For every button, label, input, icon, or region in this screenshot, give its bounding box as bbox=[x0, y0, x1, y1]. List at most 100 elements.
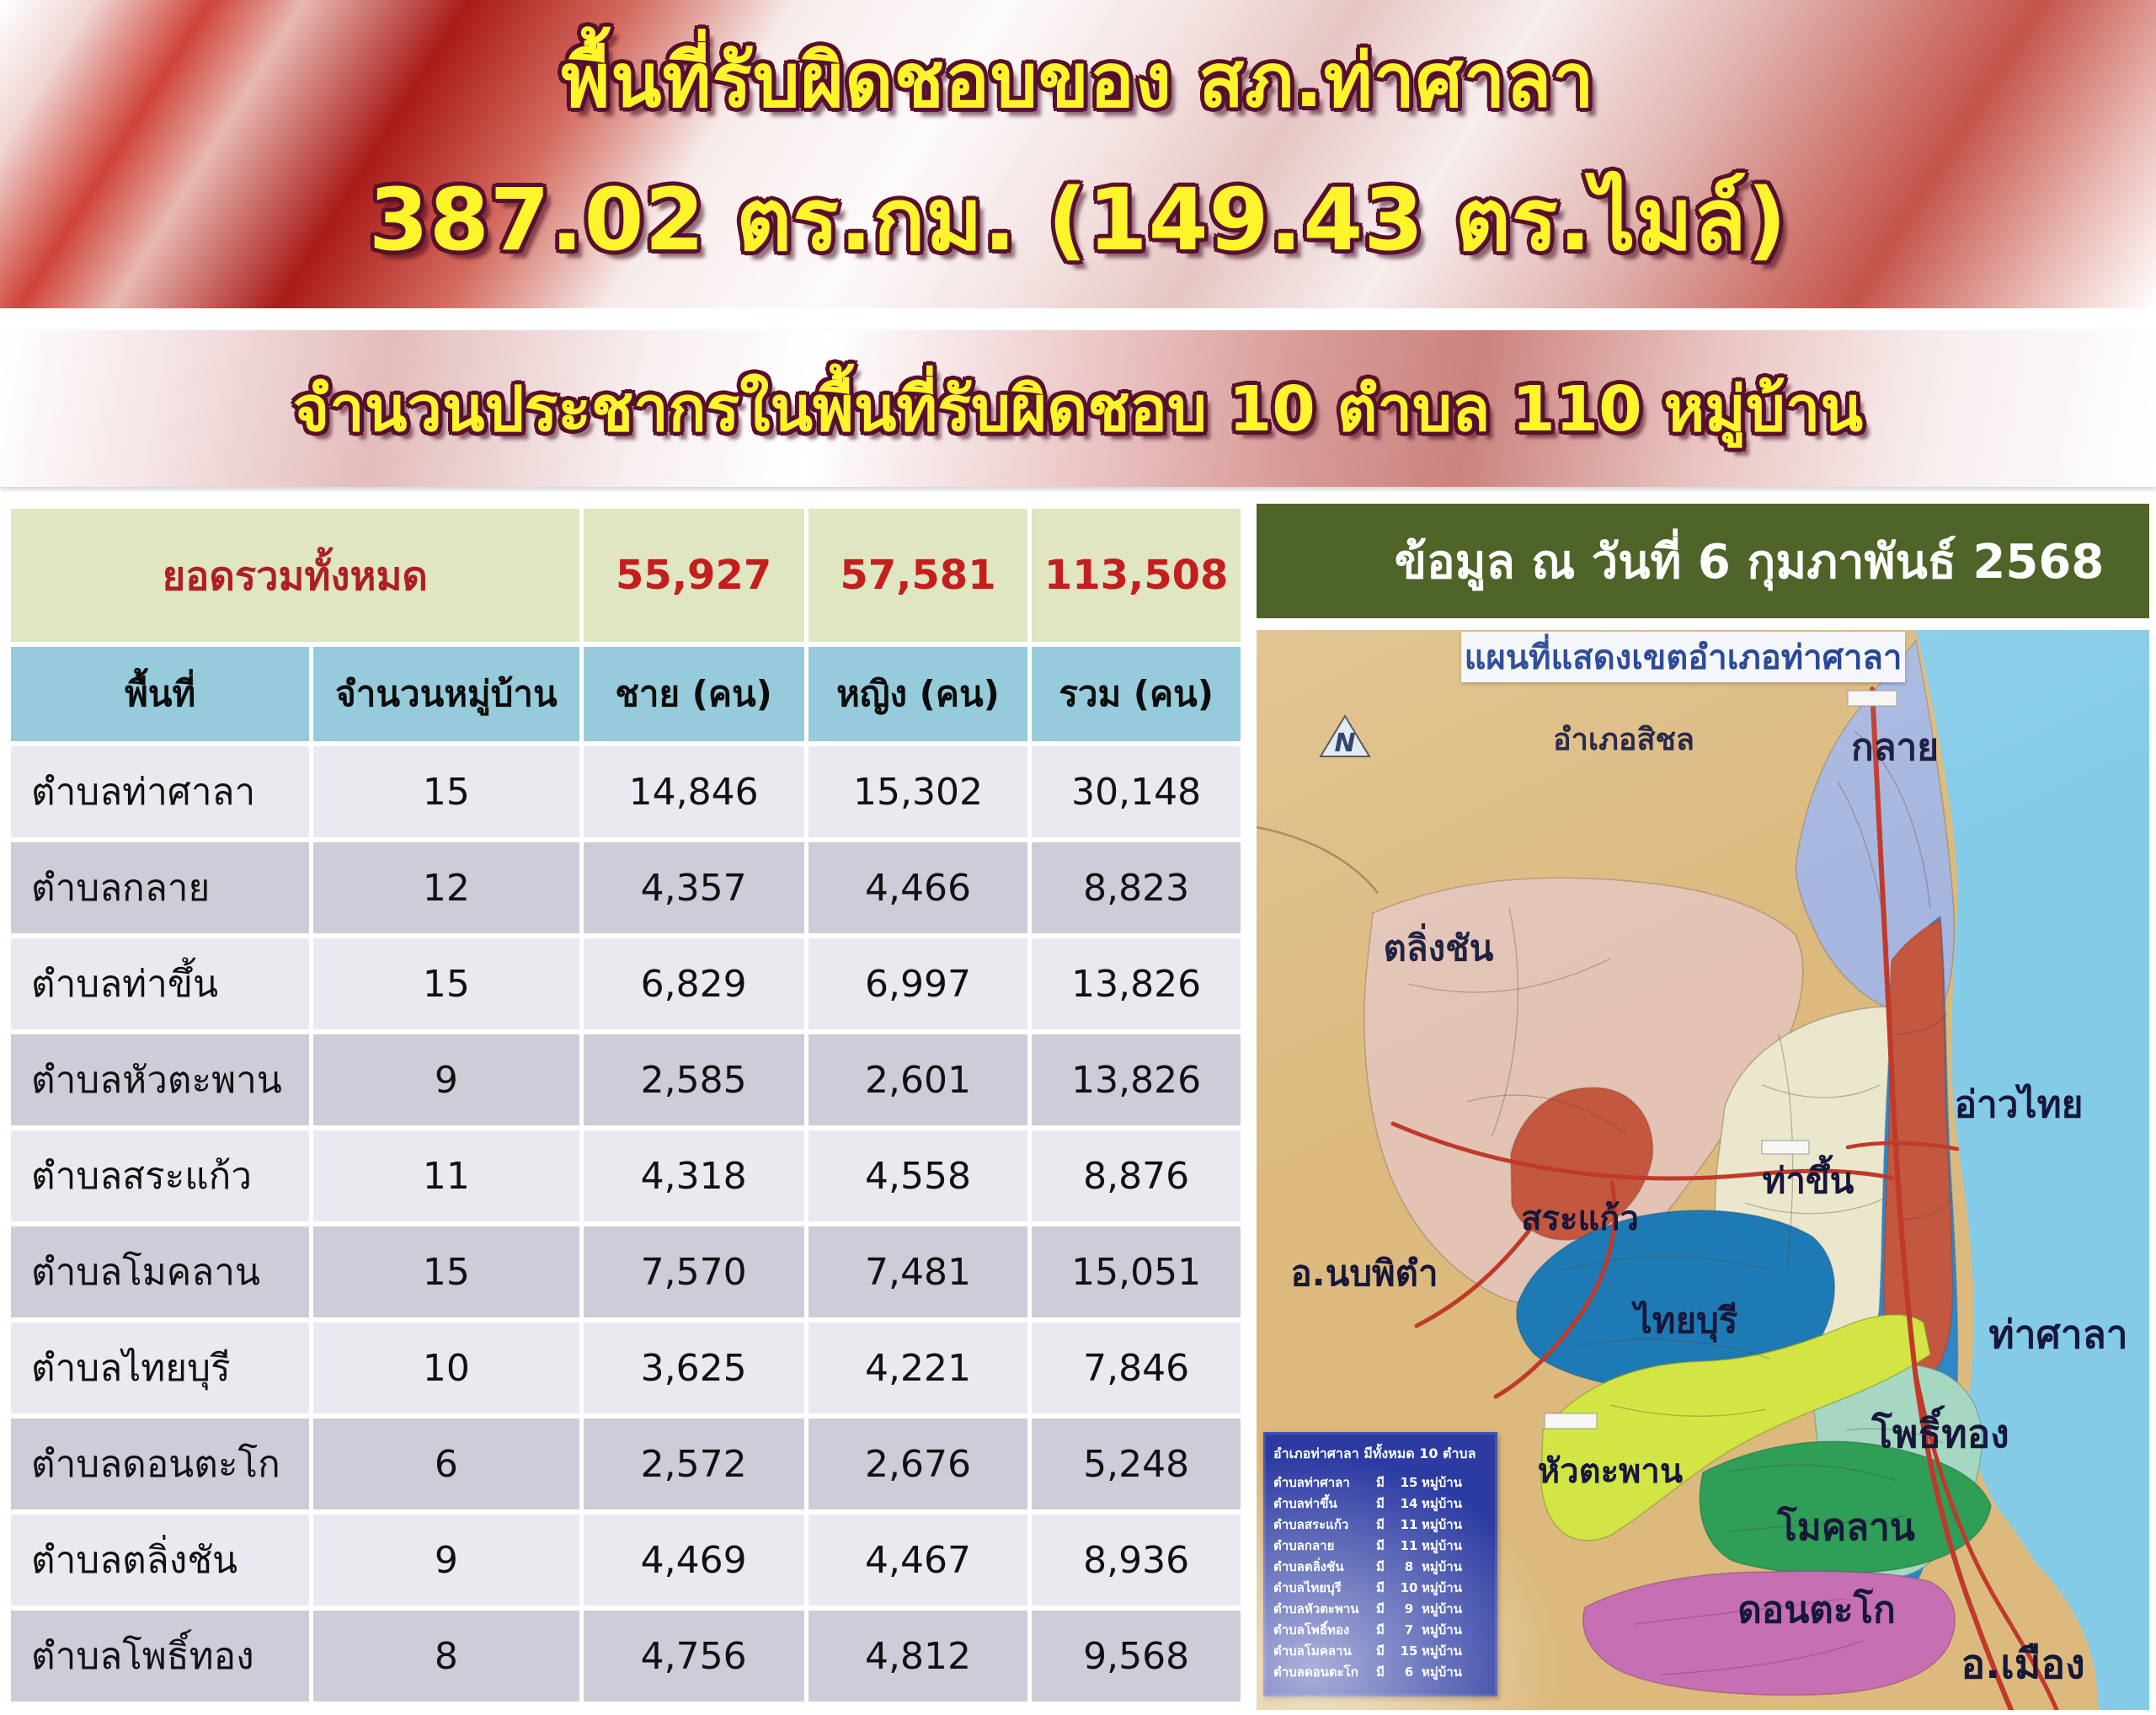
legend-item: ตำบลสระแก้ว มี 11 หมู่บ้าน bbox=[1273, 1515, 1487, 1536]
col-header-male: ชาย (คน) bbox=[583, 647, 804, 741]
legend-item: ตำบลดอนตะโก มี 6 หมู่บ้าน bbox=[1273, 1662, 1487, 1683]
cell-female: 4,812 bbox=[808, 1611, 1028, 1702]
total-female: 57,581 bbox=[808, 509, 1028, 642]
legend-word-have: มี bbox=[1376, 1601, 1385, 1616]
cell-male: 2,572 bbox=[583, 1418, 804, 1509]
col-header-female: หญิง (คน) bbox=[808, 647, 1028, 741]
cell-female: 7,481 bbox=[808, 1226, 1028, 1317]
cell-total: 8,936 bbox=[1032, 1515, 1241, 1605]
cell-area: ตำบลกลาย bbox=[11, 842, 310, 933]
cell-total: 30,148 bbox=[1032, 746, 1241, 837]
cell-area: ตำบลสระแก้ว bbox=[11, 1130, 310, 1221]
region-label-huataphan: หัวตะพาน bbox=[1538, 1452, 1683, 1491]
legend-word-unit: หมู่บ้าน bbox=[1422, 1496, 1462, 1511]
cell-total: 8,823 bbox=[1032, 842, 1241, 933]
legend-item-name: ตำบลสระแก้ว bbox=[1273, 1517, 1349, 1532]
cell-female: 4,558 bbox=[808, 1130, 1028, 1221]
legend-item: ตำบลหัวตะพาน มี 9 หมู่บ้าน bbox=[1273, 1599, 1487, 1620]
legend-word-unit: หมู่บ้าน bbox=[1422, 1580, 1462, 1595]
legend-box: อำเภอท่าศาลา มีทั้งหมด 10 ตำบล ตำบลท่าศา… bbox=[1263, 1432, 1497, 1696]
table-row: ตำบลท่าขึ้น 15 6,829 6,997 13,826 bbox=[11, 938, 1241, 1029]
population-table-wrap: ยอดรวมทั้งหมด 55,927 57,581 113,508 พื้น… bbox=[7, 504, 1245, 1707]
region-label-klai: กลาย bbox=[1851, 726, 1939, 769]
legend-item: ตำบลโพธิ์ทอง มี 7 หมู่บ้าน bbox=[1273, 1620, 1487, 1641]
cell-villages: 10 bbox=[313, 1322, 579, 1413]
hero-banner: พื้นที่รับผิดชอบของ สภ.ท่าศาลา 387.02 ตร… bbox=[0, 0, 2156, 308]
legend-word-have: มี bbox=[1376, 1580, 1385, 1595]
legend-word-unit: หมู่บ้าน bbox=[1422, 1664, 1462, 1680]
legend-word-have: มี bbox=[1376, 1538, 1385, 1553]
cell-villages: 12 bbox=[313, 842, 579, 933]
legend-item-count: 10 bbox=[1400, 1580, 1418, 1595]
table-row: ตำบลสระแก้ว 11 4,318 4,558 8,876 bbox=[11, 1130, 1241, 1221]
table-row: ตำบลไทยบุรี 10 3,625 4,221 7,846 bbox=[11, 1322, 1241, 1413]
cell-villages: 15 bbox=[313, 746, 579, 837]
legend-item-count: 11 bbox=[1400, 1517, 1418, 1532]
road-label-tag bbox=[1761, 1140, 1810, 1155]
legend-item-name: ตำบลตลิ่งชัน bbox=[1273, 1559, 1344, 1574]
table-body: ตำบลท่าศาลา 15 14,846 15,302 30,148 ตำบล… bbox=[11, 746, 1241, 1702]
neighbor-label-sichon: อำเภอสิชล bbox=[1553, 723, 1694, 757]
legend-word-unit: หมู่บ้าน bbox=[1422, 1517, 1462, 1532]
cell-villages: 6 bbox=[313, 1418, 579, 1509]
cell-total: 15,051 bbox=[1032, 1226, 1241, 1317]
table-row: ตำบลตลิ่งชัน 9 4,469 4,467 8,936 bbox=[11, 1515, 1241, 1605]
cell-male: 14,846 bbox=[583, 746, 804, 837]
cell-villages: 11 bbox=[313, 1130, 579, 1221]
table-row: ตำบลโมคลาน 15 7,570 7,481 15,051 bbox=[11, 1226, 1241, 1317]
table-row: ตำบลท่าศาลา 15 14,846 15,302 30,148 bbox=[11, 746, 1241, 837]
legend-word-unit: หมู่บ้าน bbox=[1422, 1622, 1462, 1638]
legend-item-count: 11 bbox=[1400, 1538, 1418, 1553]
cell-female: 15,302 bbox=[808, 746, 1028, 837]
date-bar: ข้อมูล ณ วันที่ 6 กุมภาพันธ์ 2568 bbox=[1257, 504, 2149, 618]
cell-area: ตำบลโพธิ์ทอง bbox=[11, 1611, 310, 1702]
col-header-total: รวม (คน) bbox=[1032, 647, 1241, 741]
cell-total: 7,846 bbox=[1032, 1322, 1241, 1413]
legend-item: ตำบลกลาย มี 11 หมู่บ้าน bbox=[1273, 1536, 1487, 1557]
legend-item-name: ตำบลโมคลาน bbox=[1273, 1643, 1352, 1659]
compass-letter: N bbox=[1334, 729, 1355, 758]
region-label-thaiburi: ไทยบุรี bbox=[1631, 1300, 1738, 1343]
legend-word-have: มี bbox=[1376, 1622, 1385, 1638]
legend-item-count: 15 bbox=[1400, 1475, 1418, 1490]
cell-total: 9,568 bbox=[1032, 1611, 1241, 1702]
cell-villages: 9 bbox=[313, 1515, 579, 1605]
table-row: ตำบลกลาย 12 4,357 4,466 8,823 bbox=[11, 842, 1241, 933]
legend-item-count: 8 bbox=[1404, 1559, 1414, 1574]
legend-word-unit: หมู่บ้าน bbox=[1422, 1559, 1462, 1574]
cell-villages: 9 bbox=[313, 1034, 579, 1125]
cell-villages: 8 bbox=[313, 1611, 579, 1702]
map-title-text: แผนที่แสดงเขตอำเภอท่าศาลา bbox=[1464, 638, 1903, 677]
legend-word-unit: หมู่บ้าน bbox=[1422, 1538, 1462, 1553]
legend-items: ตำบลท่าศาลา มี 15 หมู่บ้าน ตำบลท่าขึ้น ม… bbox=[1273, 1472, 1487, 1683]
col-header-villages: จำนวนหมู่บ้าน bbox=[313, 647, 579, 741]
legend-item: ตำบลโมคลาน มี 15 หมู่บ้าน bbox=[1273, 1641, 1487, 1662]
road-label-tag bbox=[1544, 1413, 1598, 1429]
cell-male: 4,469 bbox=[583, 1515, 804, 1605]
area-size-subtitle: 387.02 ตร.กม. (149.43 ตร.ไมล์) bbox=[368, 170, 1788, 270]
legend-word-have: มี bbox=[1376, 1517, 1385, 1532]
legend-word-have: มี bbox=[1376, 1475, 1385, 1490]
cell-female: 4,221 bbox=[808, 1322, 1028, 1413]
cell-male: 4,318 bbox=[583, 1130, 804, 1221]
cell-female: 4,467 bbox=[808, 1515, 1028, 1605]
cell-total: 13,826 bbox=[1032, 938, 1241, 1029]
table-row: ตำบลดอนตะโก 6 2,572 2,676 5,248 bbox=[11, 1418, 1241, 1509]
legend-word-have: มี bbox=[1376, 1664, 1385, 1680]
region-label-talingchan: ตลิ่งชัน bbox=[1384, 923, 1494, 969]
cell-male: 6,829 bbox=[583, 938, 804, 1029]
region-label-mokhlan: โมคลาน bbox=[1776, 1504, 1915, 1549]
region-label-thasala: ท่าศาลา bbox=[1988, 1312, 2127, 1357]
cell-male: 3,625 bbox=[583, 1322, 804, 1413]
cell-male: 4,357 bbox=[583, 842, 804, 933]
cell-area: ตำบลท่าขึ้น bbox=[11, 938, 310, 1029]
legend-word-unit: หมู่บ้าน bbox=[1422, 1475, 1462, 1490]
total-row: ยอดรวมทั้งหมด 55,927 57,581 113,508 bbox=[11, 509, 1241, 642]
data-date-note: ข้อมูล ณ วันที่ 6 กุมภาพันธ์ 2568 bbox=[1394, 534, 2105, 590]
cell-male: 2,585 bbox=[583, 1034, 804, 1125]
cell-area: ตำบลไทยบุรี bbox=[11, 1322, 310, 1413]
legend-item-name: ตำบลท่าขึ้น bbox=[1273, 1496, 1337, 1511]
cell-female: 2,601 bbox=[808, 1034, 1028, 1125]
legend-item-name: ตำบลกลาย bbox=[1273, 1538, 1335, 1553]
total-label: ยอดรวมทั้งหมด bbox=[11, 509, 579, 642]
